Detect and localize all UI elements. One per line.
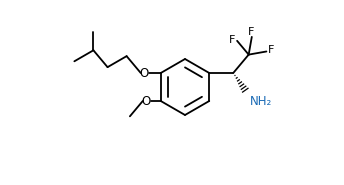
Text: O: O — [139, 66, 148, 80]
Text: F: F — [268, 46, 275, 56]
Text: NH₂: NH₂ — [250, 95, 272, 108]
Text: F: F — [229, 35, 235, 45]
Text: F: F — [248, 27, 254, 37]
Text: O: O — [141, 95, 150, 107]
